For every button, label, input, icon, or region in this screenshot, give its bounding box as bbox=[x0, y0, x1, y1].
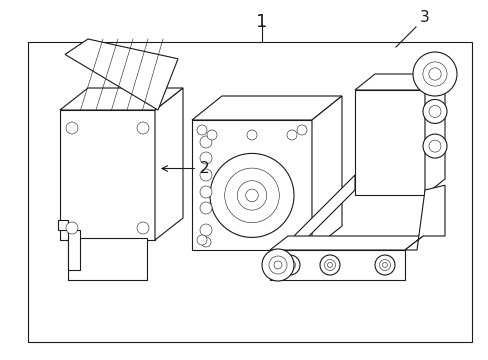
Bar bbox=[28, 42, 471, 342]
Circle shape bbox=[296, 235, 306, 245]
Circle shape bbox=[137, 222, 149, 234]
Circle shape bbox=[379, 260, 390, 270]
Circle shape bbox=[412, 52, 456, 96]
Bar bbox=[68, 238, 147, 280]
Circle shape bbox=[200, 169, 212, 181]
Bar bbox=[269, 250, 404, 280]
Circle shape bbox=[319, 255, 339, 275]
Circle shape bbox=[284, 260, 295, 270]
Circle shape bbox=[200, 224, 212, 236]
Bar bbox=[354, 90, 424, 195]
Polygon shape bbox=[294, 175, 354, 250]
Polygon shape bbox=[404, 185, 444, 250]
Circle shape bbox=[245, 189, 258, 202]
Circle shape bbox=[206, 130, 217, 140]
Circle shape bbox=[428, 105, 440, 117]
Circle shape bbox=[197, 125, 206, 135]
Polygon shape bbox=[192, 96, 341, 120]
Circle shape bbox=[296, 125, 306, 135]
Circle shape bbox=[324, 260, 335, 270]
Circle shape bbox=[422, 99, 446, 123]
Circle shape bbox=[200, 136, 212, 148]
Circle shape bbox=[66, 122, 78, 134]
Circle shape bbox=[428, 140, 440, 152]
Circle shape bbox=[201, 237, 210, 247]
Bar bbox=[60, 110, 155, 240]
Circle shape bbox=[209, 153, 293, 237]
Polygon shape bbox=[354, 74, 444, 90]
Polygon shape bbox=[424, 74, 444, 195]
Polygon shape bbox=[60, 88, 183, 110]
Circle shape bbox=[327, 262, 332, 267]
Circle shape bbox=[428, 68, 440, 80]
Circle shape bbox=[262, 249, 293, 281]
Circle shape bbox=[200, 152, 212, 164]
Circle shape bbox=[268, 256, 286, 274]
Circle shape bbox=[224, 168, 279, 223]
Circle shape bbox=[287, 262, 292, 267]
Circle shape bbox=[286, 130, 296, 140]
Circle shape bbox=[137, 122, 149, 134]
Circle shape bbox=[200, 202, 212, 214]
Polygon shape bbox=[269, 236, 422, 250]
Circle shape bbox=[280, 255, 299, 275]
Polygon shape bbox=[65, 39, 178, 110]
Text: 3: 3 bbox=[419, 10, 429, 25]
Circle shape bbox=[382, 262, 386, 267]
Bar bbox=[192, 120, 311, 250]
Circle shape bbox=[66, 222, 78, 234]
Circle shape bbox=[422, 62, 446, 86]
Text: 1: 1 bbox=[256, 13, 267, 31]
Circle shape bbox=[200, 186, 212, 198]
Circle shape bbox=[422, 134, 446, 158]
Circle shape bbox=[273, 261, 282, 269]
Circle shape bbox=[197, 235, 206, 245]
Circle shape bbox=[246, 130, 257, 140]
Polygon shape bbox=[311, 96, 341, 250]
Text: 2: 2 bbox=[162, 161, 209, 176]
Polygon shape bbox=[58, 220, 80, 270]
Circle shape bbox=[237, 181, 266, 210]
Polygon shape bbox=[155, 88, 183, 240]
Circle shape bbox=[374, 255, 394, 275]
